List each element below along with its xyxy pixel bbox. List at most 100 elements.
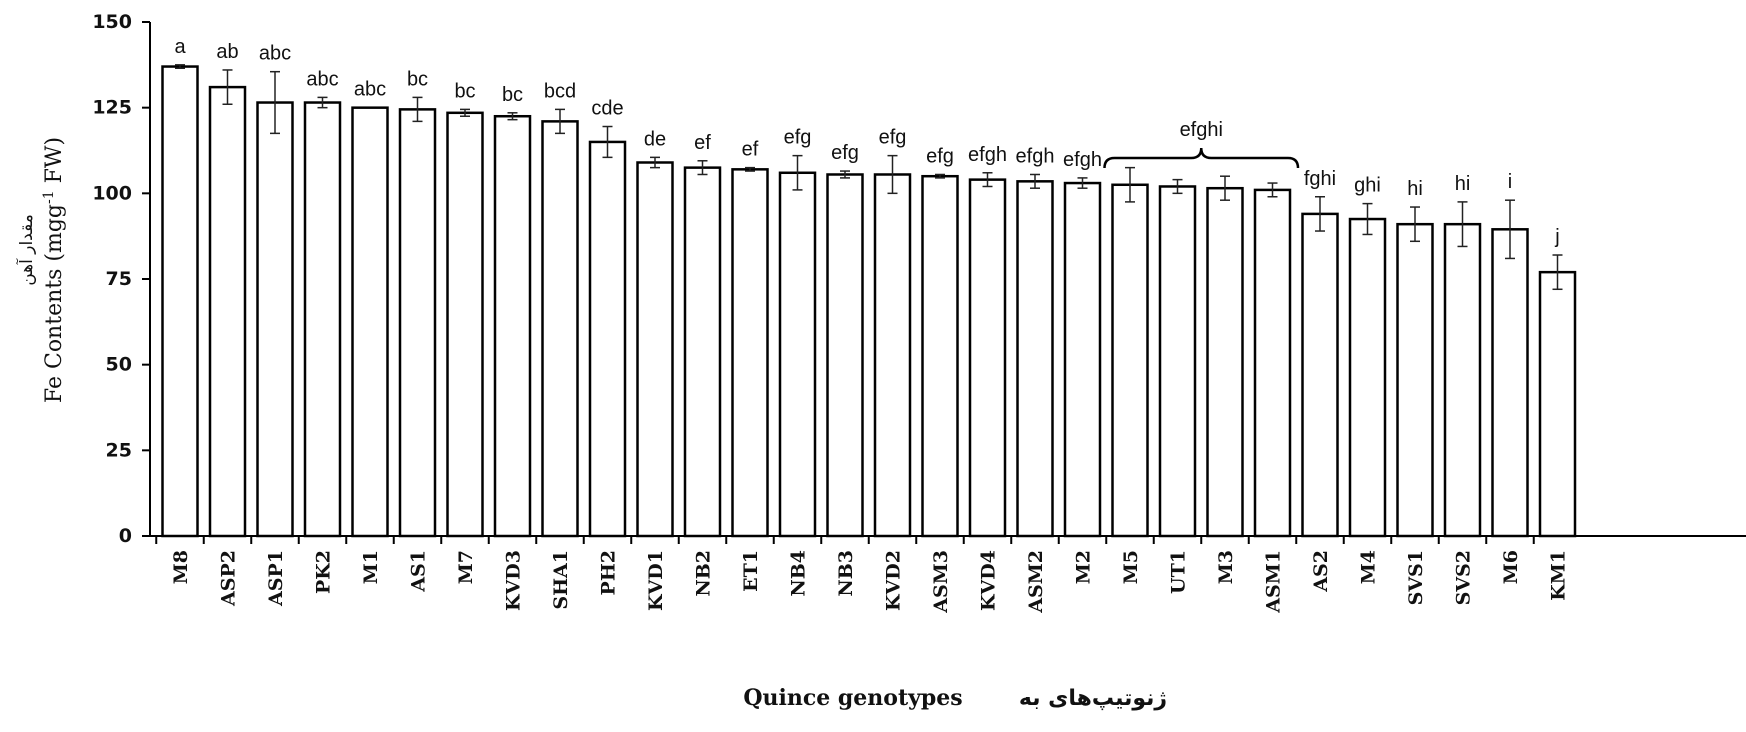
x-tick-label: M6 <box>1500 550 1522 584</box>
bar <box>1348 217 1387 538</box>
y-axis-title-tail: FW) <box>42 137 67 190</box>
y-axis: 0 25 50 75 100 125 150 <box>92 11 151 547</box>
bar <box>208 85 247 538</box>
bar <box>826 173 864 538</box>
x-tick-label: M4 <box>1358 550 1380 584</box>
bar <box>446 111 484 538</box>
significance-letter: bc <box>502 84 523 106</box>
x-tick-label: NB3 <box>835 550 857 597</box>
x-tick-label: KM1 <box>1548 550 1570 601</box>
x-tick-label: ASM2 <box>1025 550 1047 614</box>
y-tick-label: 0 <box>119 525 132 547</box>
bar <box>1111 183 1149 538</box>
significance-letter: hi <box>1407 178 1423 200</box>
significance-letter: hi <box>1455 173 1471 195</box>
y-tick-label: 50 <box>106 354 132 376</box>
bar <box>1158 185 1197 538</box>
bar <box>1538 270 1577 538</box>
x-tick-label: M7 <box>455 550 477 584</box>
significance-letter: bcd <box>544 80 576 102</box>
x-axis: M8 ASP2 ASP1 PK2 M1 AS1 M7 KVD3 SHA1 PH2 KVD1 NB2 ET… <box>150 535 1746 614</box>
y-tick-label: 25 <box>106 439 132 461</box>
group-brace-label: efghi <box>1180 119 1223 141</box>
x-tick-label: ET1 <box>740 550 762 592</box>
bar <box>873 173 912 538</box>
bar <box>683 166 722 538</box>
significance-letter: j <box>1554 226 1559 248</box>
bar <box>1443 222 1482 538</box>
x-tick-label: SHA1 <box>550 550 572 610</box>
x-axis-title-persian: ژنوتیپ‌های به <box>1019 686 1167 711</box>
x-tick-label: UT1 <box>1168 550 1190 594</box>
bar <box>256 101 294 538</box>
bar <box>778 171 817 538</box>
y-axis-title-main: Fe Contents (mgg <box>42 204 67 403</box>
bar <box>303 101 342 538</box>
significance-letter: cde <box>591 98 623 120</box>
significance-letter: efg <box>926 145 954 167</box>
x-tick-label: M8 <box>170 550 192 584</box>
significance-letter: efgh <box>968 144 1007 166</box>
significance-letter: fghi <box>1304 168 1336 190</box>
significance-letter: efg <box>831 142 859 164</box>
y-axis-title-superscript: -1 <box>41 190 57 204</box>
significance-letter: a <box>174 36 186 58</box>
x-tick-label: SVS2 <box>1453 550 1475 605</box>
bar <box>731 168 769 538</box>
bar <box>351 106 389 538</box>
x-tick-label: ASP2 <box>218 550 240 607</box>
x-tick-label: NB4 <box>788 550 810 597</box>
x-tick-label: KVD2 <box>883 550 905 611</box>
bar <box>1491 228 1529 538</box>
significance-letter: abc <box>259 43 291 65</box>
bar <box>1396 222 1434 538</box>
bars <box>161 65 1577 538</box>
x-tick-label: AS2 <box>1310 550 1332 593</box>
group-brace-path <box>1103 147 1300 169</box>
bar <box>161 65 199 538</box>
x-axis-title-english: Quince genotypes <box>743 685 962 711</box>
bar <box>1063 181 1102 538</box>
x-tick-label: PH2 <box>598 550 620 595</box>
bar <box>1016 180 1054 538</box>
significance-letter: bc <box>454 80 475 102</box>
x-tick-label: M1 <box>360 550 382 584</box>
significance-letter: ghi <box>1354 175 1381 197</box>
x-tick-label: ASM3 <box>930 550 952 614</box>
y-axis-title: مقدار آهن Fe Contents (mgg-1 FW) <box>15 137 67 403</box>
x-tick-label: PK2 <box>313 550 335 594</box>
y-axis-title-english: Fe Contents (mgg-1 FW) <box>41 137 67 403</box>
significance-letter: ef <box>742 139 759 161</box>
x-tick-label: SVS1 <box>1405 550 1427 605</box>
y-tick-label: 125 <box>92 97 132 119</box>
x-tick-label: KVD1 <box>645 550 667 611</box>
group-brace: efghi <box>1103 119 1300 169</box>
y-tick-label: 75 <box>106 268 132 290</box>
bar <box>398 108 437 538</box>
y-axis-title-persian: مقدار آهن <box>15 214 37 286</box>
bar <box>968 178 1007 538</box>
significance-letter: de <box>644 128 666 150</box>
significance-letter: efg <box>879 127 907 149</box>
significance-letter: efgh <box>1016 145 1055 167</box>
x-tick-label: AS1 <box>408 550 430 593</box>
significance-letter: ef <box>694 132 711 154</box>
y-tick-label: 150 <box>92 11 132 33</box>
x-tick-label: KVD3 <box>503 550 525 611</box>
x-tick-label: ASP1 <box>265 550 287 607</box>
x-tick-label: ASM1 <box>1263 550 1285 614</box>
significance-letter: i <box>1508 171 1512 193</box>
significance-letter: ab <box>216 41 238 63</box>
y-tick-label: 100 <box>92 182 132 204</box>
x-tick-label: M5 <box>1120 550 1142 584</box>
significance-letter: efgh <box>1063 149 1102 171</box>
x-tick-label: M3 <box>1215 550 1237 584</box>
bar <box>493 114 532 538</box>
significance-letter: abc <box>354 79 386 101</box>
x-tick-label: M2 <box>1073 550 1095 584</box>
significance-letter: abc <box>306 68 338 90</box>
bar <box>921 174 959 538</box>
significance-letter: efg <box>784 127 812 149</box>
